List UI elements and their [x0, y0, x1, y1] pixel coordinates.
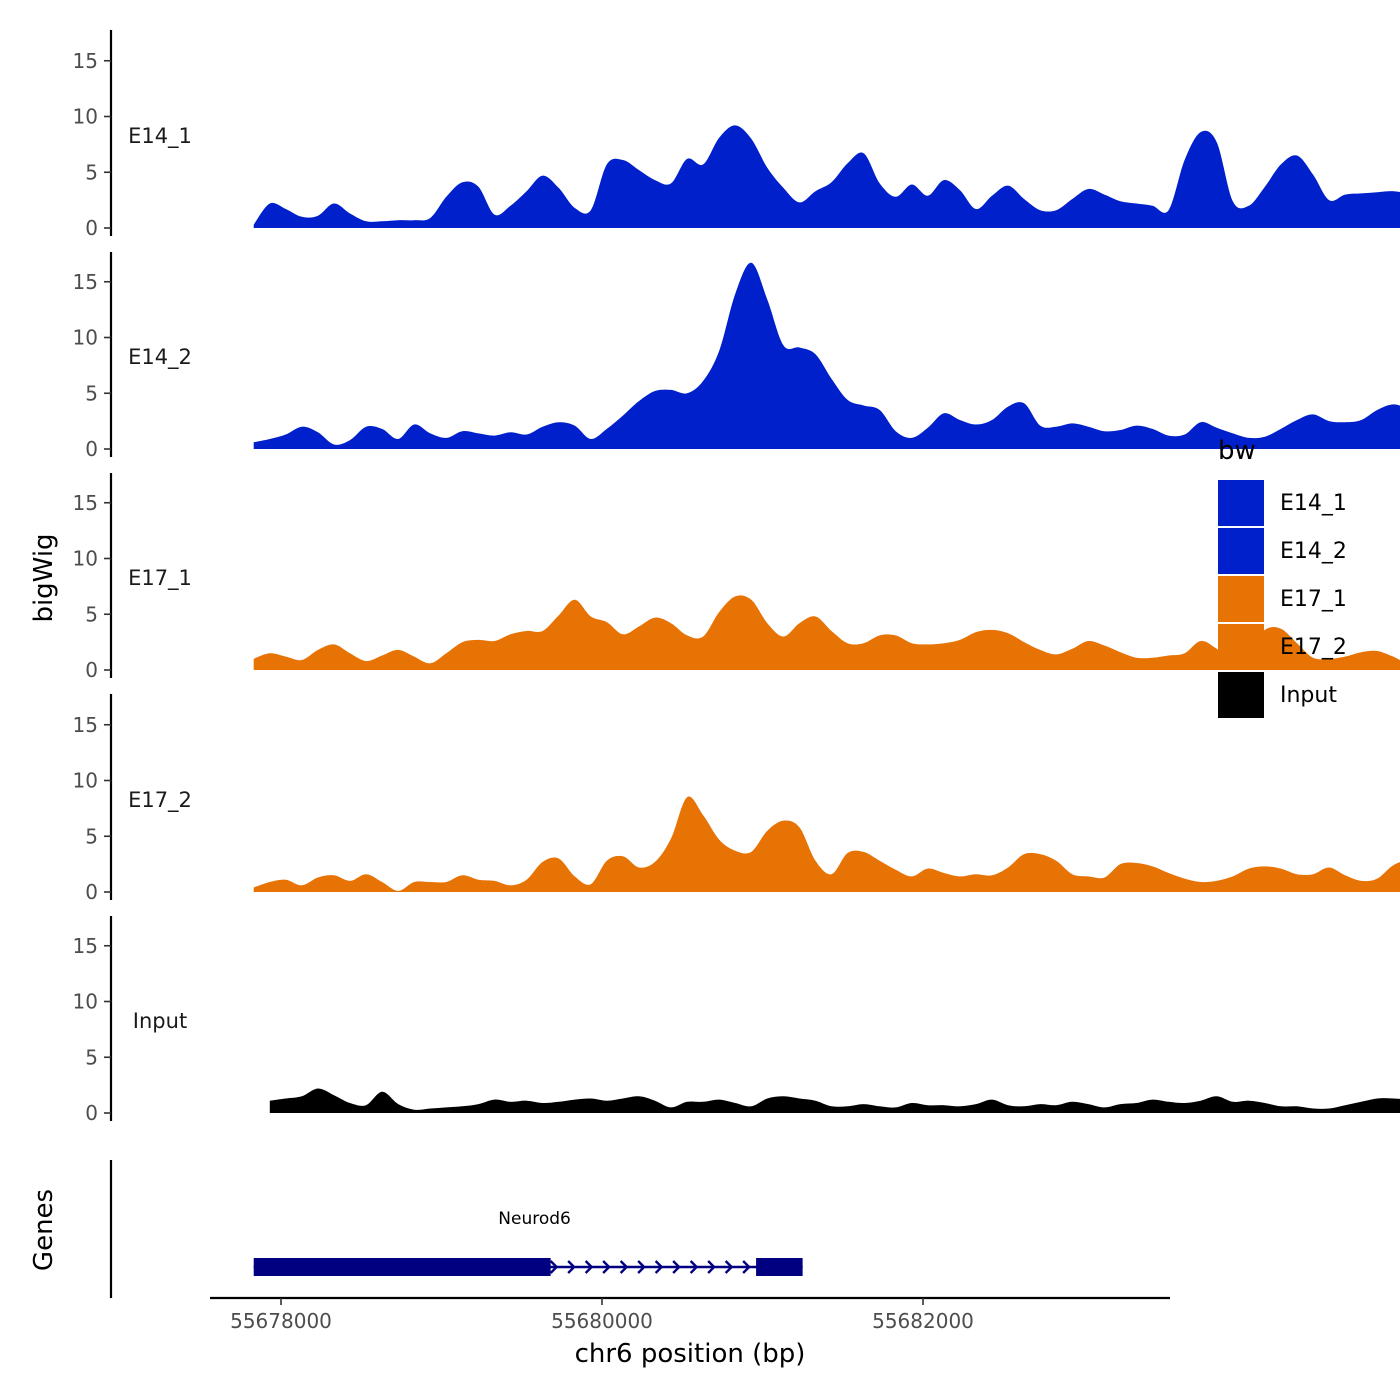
y-tick-label: 5 [85, 160, 98, 184]
y-tick-label: 10 [73, 326, 98, 350]
legend-key-E14_1 [1218, 480, 1264, 526]
legend-entries: E14_1 E14_2 E17_1 E17_2 Input [1218, 480, 1347, 718]
x-axis-title: chr6 position (bp) [575, 1339, 806, 1369]
y-tick-label: 10 [73, 769, 98, 793]
legend-key-E17_2 [1218, 624, 1264, 670]
legend: bw E14_1 E14_2 E17_1 E17_2 Input [1218, 436, 1347, 718]
y-tick-label: 10 [73, 990, 98, 1014]
y-tick-label: 5 [85, 381, 98, 405]
gene-models: Neurod6 [253, 1209, 803, 1276]
signal-area-E14_1 [253, 125, 1400, 228]
y-tick-label: 15 [73, 491, 98, 515]
y-tick-label: 0 [85, 437, 98, 461]
legend-key-E14_2 [1218, 528, 1264, 574]
x-tick-label: 55678000 [230, 1309, 332, 1333]
legend-label-E14_1: E14_1 [1280, 491, 1347, 516]
track-label-E14_1: E14_1 [128, 124, 192, 149]
strand-arrow [567, 1260, 576, 1274]
y-tick-label: 10 [73, 547, 98, 571]
track-label-E17_2: E17_2 [128, 788, 192, 813]
tracks-group: 0 5 10 15 E14_1 0 5 10 15 E14_2 0 5 10 15 E17_1 0 5 10 15 E… [73, 30, 1400, 1125]
strand-arrow [637, 1260, 646, 1274]
y-tick-label: 15 [73, 49, 98, 73]
genes-panel: Genes Neurod6 [29, 1160, 803, 1298]
signal-area-Input [269, 1088, 1400, 1113]
track-label-E14_2: E14_2 [128, 345, 192, 370]
y-tick-label: 10 [73, 105, 98, 129]
y-tick-label: 5 [85, 824, 98, 848]
strand-arrow [602, 1260, 611, 1274]
signal-area-E14_2 [253, 262, 1400, 449]
strand-arrow [549, 1260, 559, 1274]
y-tick-label: 0 [85, 216, 98, 240]
track-label-E17_1: E17_1 [128, 566, 192, 591]
track-Input: 0 5 10 15 Input [73, 916, 1400, 1125]
strand-arrow [619, 1260, 629, 1274]
legend-label-Input: Input [1280, 683, 1337, 708]
legend-key-E17_1 [1218, 576, 1264, 622]
x-tick-label: 55680000 [551, 1309, 653, 1333]
y-axis-title: bigWig [29, 533, 59, 622]
x-axis-ticks: 55678000 55680000 55682000 [230, 1298, 974, 1333]
legend-label-E14_2: E14_2 [1280, 539, 1347, 564]
strand-arrow [672, 1260, 681, 1274]
strand-arrow [584, 1260, 594, 1274]
y-tick-label: 0 [85, 658, 98, 682]
y-tick-label: 15 [73, 713, 98, 737]
strand-arrow [707, 1260, 716, 1274]
strand-arrow [724, 1260, 734, 1274]
y-tick-label: 0 [85, 880, 98, 904]
x-axis: 55678000 55680000 55682000 chr6 position (… [210, 1296, 1170, 1369]
track-E14_2: 0 5 10 15 E14_2 [73, 252, 1400, 461]
track-E14_1: 0 5 10 15 E14_1 [73, 30, 1400, 240]
x-tick-label: 55682000 [872, 1309, 974, 1333]
track-E17_1: 0 5 10 15 E17_1 [73, 473, 1400, 682]
legend-label-E17_2: E17_2 [1280, 635, 1347, 660]
gene-label: Neurod6 [498, 1209, 571, 1229]
signal-area-E17_2 [253, 796, 1400, 892]
y-tick-label: 15 [73, 270, 98, 294]
track-label-Input: Input [133, 1009, 187, 1033]
y-tick-label: 0 [85, 1101, 98, 1125]
y-tick-label: 5 [85, 1045, 98, 1069]
strand-arrow [689, 1260, 699, 1274]
legend-label-E17_1: E17_1 [1280, 587, 1347, 612]
legend-key-Input [1218, 672, 1264, 718]
legend-title: bw [1218, 436, 1256, 466]
signal-area-E17_1 [253, 595, 1400, 670]
gene-exon [253, 1258, 551, 1276]
gene-Neurod6: Neurod6 [253, 1209, 803, 1276]
track-E17_2: 0 5 10 15 E17_2 [73, 694, 1400, 904]
genes-panel-label: Genes [29, 1189, 59, 1271]
strand-arrow [742, 1260, 751, 1274]
y-tick-label: 5 [85, 602, 98, 626]
gene-exon [756, 1258, 803, 1276]
y-tick-label: 15 [73, 934, 98, 958]
strand-arrow [654, 1260, 664, 1274]
